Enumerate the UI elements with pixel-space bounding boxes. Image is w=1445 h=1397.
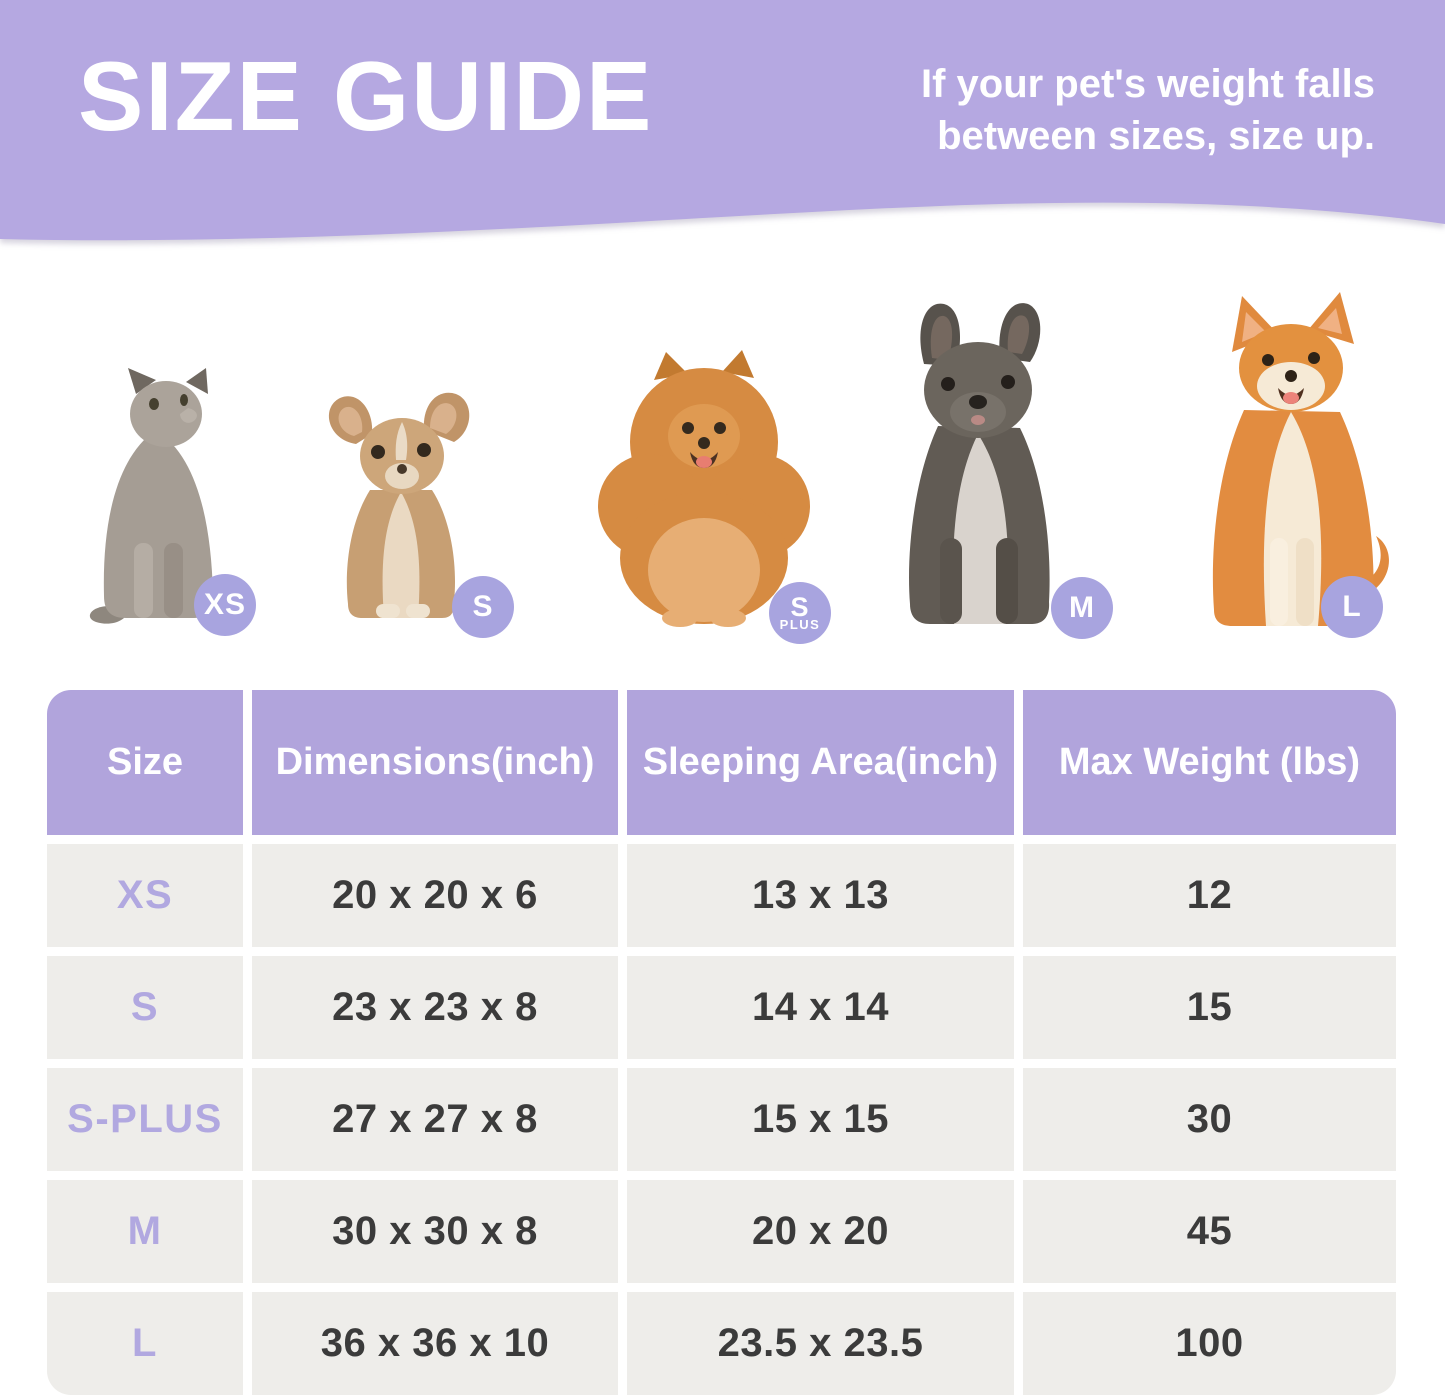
- size-cell: L: [47, 1292, 243, 1395]
- size-badge-xs: XS: [194, 574, 256, 636]
- size-cell: S: [47, 956, 243, 1059]
- size-badge-l: L: [1321, 576, 1383, 638]
- column-header-size: Size: [47, 690, 243, 835]
- french-bulldog-photo: [884, 298, 1062, 630]
- dimensions-cell: 27 x 27 x 8: [252, 1068, 618, 1171]
- shiba-inu-photo: [1178, 288, 1395, 630]
- sizing-note-line1: If your pet's weight falls: [920, 62, 1375, 106]
- pomeranian-photo: [596, 346, 812, 630]
- header-wave-background: [0, 0, 1445, 241]
- sleeping-area-cell: 23.5 x 23.5: [627, 1292, 1014, 1395]
- size-badge-xs-label: XS: [203, 588, 247, 621]
- cat-photo: [82, 368, 230, 628]
- column-header-max-weight: Max Weight (lbs): [1023, 690, 1396, 835]
- size-badge-s-plus: S PLUS: [769, 582, 831, 644]
- dimensions-cell: 23 x 23 x 8: [252, 956, 618, 1059]
- max-weight-cell: 12: [1023, 844, 1396, 947]
- size-badge-s-label: S: [472, 590, 494, 623]
- sleeping-area-cell: 15 x 15: [627, 1068, 1014, 1171]
- size-cell: XS: [47, 844, 243, 947]
- size-table: Size Dimensions(inch) Sleeping Area(inch…: [47, 690, 1396, 1395]
- sleeping-area-cell: 20 x 20: [627, 1180, 1014, 1283]
- column-header-sleeping-area: Sleeping Area(inch): [627, 690, 1014, 835]
- max-weight-cell: 15: [1023, 956, 1396, 1059]
- dimensions-cell: 20 x 20 x 6: [252, 844, 618, 947]
- max-weight-cell: 30: [1023, 1068, 1396, 1171]
- sleeping-area-cell: 13 x 13: [627, 844, 1014, 947]
- size-cell: S-PLUS: [47, 1068, 243, 1171]
- column-header-dimensions: Dimensions(inch): [252, 690, 618, 835]
- size-badge-s-plus-top: S: [790, 591, 810, 622]
- max-weight-cell: 100: [1023, 1292, 1396, 1395]
- size-badge-m-label: M: [1069, 591, 1095, 624]
- page-title: SIZE GUIDE: [78, 41, 654, 151]
- chihuahua-photo: [310, 390, 485, 622]
- dimensions-cell: 30 x 30 x 8: [252, 1180, 618, 1283]
- size-badge-l-label: L: [1342, 590, 1362, 623]
- size-cell: M: [47, 1180, 243, 1283]
- size-badge-m: M: [1051, 577, 1113, 639]
- size-badge-s: S: [452, 576, 514, 638]
- dimensions-cell: 36 x 36 x 10: [252, 1292, 618, 1395]
- sizing-note: If your pet's weight falls between sizes…: [921, 58, 1375, 162]
- sizing-note-line2: between sizes, size up.: [937, 114, 1375, 158]
- max-weight-cell: 45: [1023, 1180, 1396, 1283]
- sleeping-area-cell: 14 x 14: [627, 956, 1014, 1059]
- size-badge-s-plus-bottom: PLUS: [779, 617, 821, 633]
